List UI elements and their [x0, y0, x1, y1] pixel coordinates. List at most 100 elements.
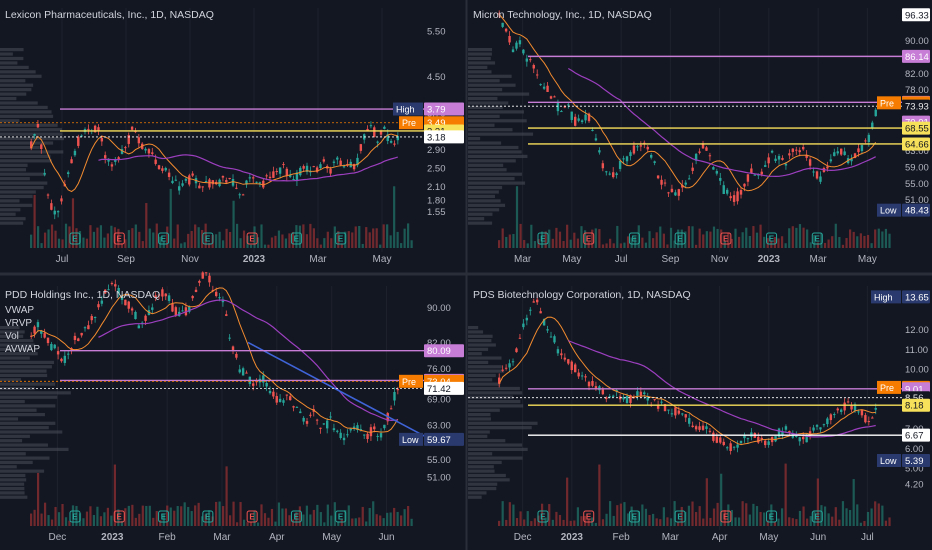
candle-body [127, 301, 130, 309]
price-badge-value: 13.65 [905, 292, 929, 303]
volume-profile-bar [0, 194, 33, 199]
candle-body [504, 28, 508, 32]
candle-body [104, 289, 107, 294]
price-badge [902, 428, 930, 442]
volume-bar [598, 229, 601, 248]
volume-bar [400, 515, 403, 526]
candle-body [393, 143, 396, 145]
candle-body [245, 180, 248, 185]
candle-body [198, 185, 201, 189]
candle-body [329, 416, 332, 418]
volume-bar [766, 520, 769, 526]
volume-profile-bar [0, 430, 63, 434]
candle-body [594, 138, 598, 141]
candle-body [701, 425, 705, 430]
candle-body [539, 84, 542, 86]
volume-bar [648, 514, 651, 526]
volume-bar [288, 233, 291, 248]
volume-bar [113, 227, 116, 248]
volume-bar [407, 505, 410, 526]
candle-body [379, 131, 383, 135]
volume-profile-bar [468, 137, 481, 141]
candle-body [43, 333, 46, 338]
volume-bar [555, 511, 558, 526]
candle-body [819, 176, 822, 182]
volume-profile-bar [0, 172, 46, 176]
volume-profile-bar [468, 404, 524, 408]
candle-body [315, 167, 319, 172]
volume-bar [852, 231, 855, 248]
x-tick-label: Feb [159, 532, 177, 543]
candle-body [289, 174, 292, 177]
volume-profile-bar [468, 434, 488, 438]
volume-profile-bar [468, 128, 513, 132]
earnings-icon [246, 232, 258, 245]
candle-body [252, 383, 255, 386]
price-badge-tag-label: Pre [402, 377, 416, 387]
x-tick-label: Jun [379, 532, 395, 543]
volume-bar [295, 512, 298, 526]
volume-profile-bar [0, 79, 26, 83]
candle-body [846, 401, 850, 403]
volume-bar [755, 506, 759, 526]
price-badge-tag [877, 203, 901, 217]
candle-body [553, 336, 556, 343]
volume-bar [43, 502, 47, 526]
volume-bar [755, 232, 759, 248]
earnings-icon [335, 510, 347, 523]
volume-profile-bar [0, 150, 64, 154]
candle-body [788, 153, 791, 156]
volume-profile-bar [468, 185, 503, 190]
volume-bar [190, 230, 193, 248]
volume-bar [40, 243, 43, 248]
volume-bar [580, 226, 583, 248]
volume-bar [145, 203, 148, 248]
volume-bar [806, 229, 809, 248]
volume-bar [389, 512, 392, 526]
candle-body [120, 149, 124, 154]
candle-body [154, 295, 157, 298]
candle-body [157, 294, 161, 296]
candle-body [346, 434, 349, 436]
volume-bar [583, 515, 587, 526]
price-badge-tag-label: Pre [402, 118, 416, 128]
candle-body [871, 417, 874, 419]
price-badge-value: 96.33 [905, 10, 929, 21]
volume-bar [197, 227, 200, 248]
candle-body [767, 157, 770, 164]
volume-bar [106, 233, 109, 248]
volume-bar [505, 519, 508, 526]
candle-body [674, 407, 677, 416]
candle-body [608, 173, 611, 175]
volume-bar [396, 511, 399, 526]
candle-body [171, 303, 174, 312]
volume-bar [874, 501, 877, 526]
y-tick-label: 82.00 [427, 338, 451, 349]
x-tick-label: Sep [661, 254, 679, 265]
candle-body [339, 432, 342, 439]
candle-body [781, 431, 784, 436]
candle-body [369, 427, 373, 437]
volume-profile-bar [0, 447, 69, 451]
candle-body [808, 431, 812, 437]
candle-body [805, 435, 808, 443]
y-tick-label: 51.00 [905, 195, 929, 206]
candle-body [646, 396, 649, 401]
volume-bar [533, 241, 537, 248]
moving-average-short [31, 287, 399, 433]
candle-body [584, 376, 587, 378]
volume-bar [652, 238, 655, 248]
volume-bar [36, 226, 40, 248]
candle-body [694, 426, 698, 430]
volume-profile-bar [0, 391, 71, 395]
earnings-icon-letter: E [677, 235, 683, 244]
y-tick-label: 1.80 [427, 196, 446, 207]
candle-body [774, 158, 777, 161]
candle-body [36, 123, 40, 128]
volume-bar [330, 515, 333, 526]
volume-bar [403, 509, 406, 526]
earnings-icon [158, 510, 170, 523]
volume-bar [145, 505, 148, 526]
y-tick-label: 10.00 [905, 365, 929, 376]
candle-body [867, 421, 871, 423]
